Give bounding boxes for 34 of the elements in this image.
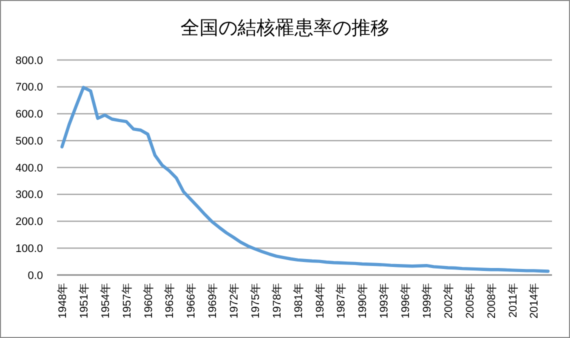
x-tick-label: 1990年 xyxy=(357,283,370,318)
y-tick-label: 0.0 xyxy=(28,270,43,282)
y-tick-label: 300.0 xyxy=(15,189,43,202)
line-series xyxy=(60,86,550,273)
y-tick-label: 700.0 xyxy=(15,82,43,94)
x-tick-label: 1996年 xyxy=(400,283,412,318)
x-tick-label: 1954年 xyxy=(100,283,112,318)
x-tick-label: 1978年 xyxy=(271,283,284,318)
x-tick-label: 1984年 xyxy=(314,283,326,318)
x-tick-label: 1993年 xyxy=(378,283,391,318)
x-tick-label: 2014年 xyxy=(528,283,541,318)
x-tick-label: 1972年 xyxy=(228,283,241,318)
x-tick-label: 1963年 xyxy=(164,283,176,318)
x-tick-label: 1960年 xyxy=(142,283,155,318)
x-tick-label: 1948年 xyxy=(57,283,69,318)
y-tick-label: 400.0 xyxy=(15,162,43,174)
x-tick-label: 2011年 xyxy=(507,283,520,318)
x-tick-label: 2002年 xyxy=(442,283,455,318)
x-tick-label: 1957年 xyxy=(121,283,134,318)
y-tick-label: 100.0 xyxy=(15,242,43,255)
chart-title: 全国の結核罹患率の推移 xyxy=(180,17,390,39)
x-tick-label: 1969年 xyxy=(207,283,220,318)
x-tick-label: 1987年 xyxy=(336,283,348,318)
x-tick-label: 2005年 xyxy=(464,283,476,318)
x-tick-label: 1951年 xyxy=(78,283,90,318)
x-tick-label: 1981年 xyxy=(292,283,305,318)
x-tick-label: 1966年 xyxy=(186,283,198,318)
y-tick-label: 800.0 xyxy=(15,54,43,67)
x-tick-label: 2008年 xyxy=(486,283,498,318)
y-tick-label: 500.0 xyxy=(15,135,43,148)
y-tick-label: 200.0 xyxy=(15,216,43,228)
y-tick-label: 600.0 xyxy=(15,108,43,121)
x-tick-label: 1975年 xyxy=(250,283,262,318)
x-tick-label: 1999年 xyxy=(422,283,434,318)
